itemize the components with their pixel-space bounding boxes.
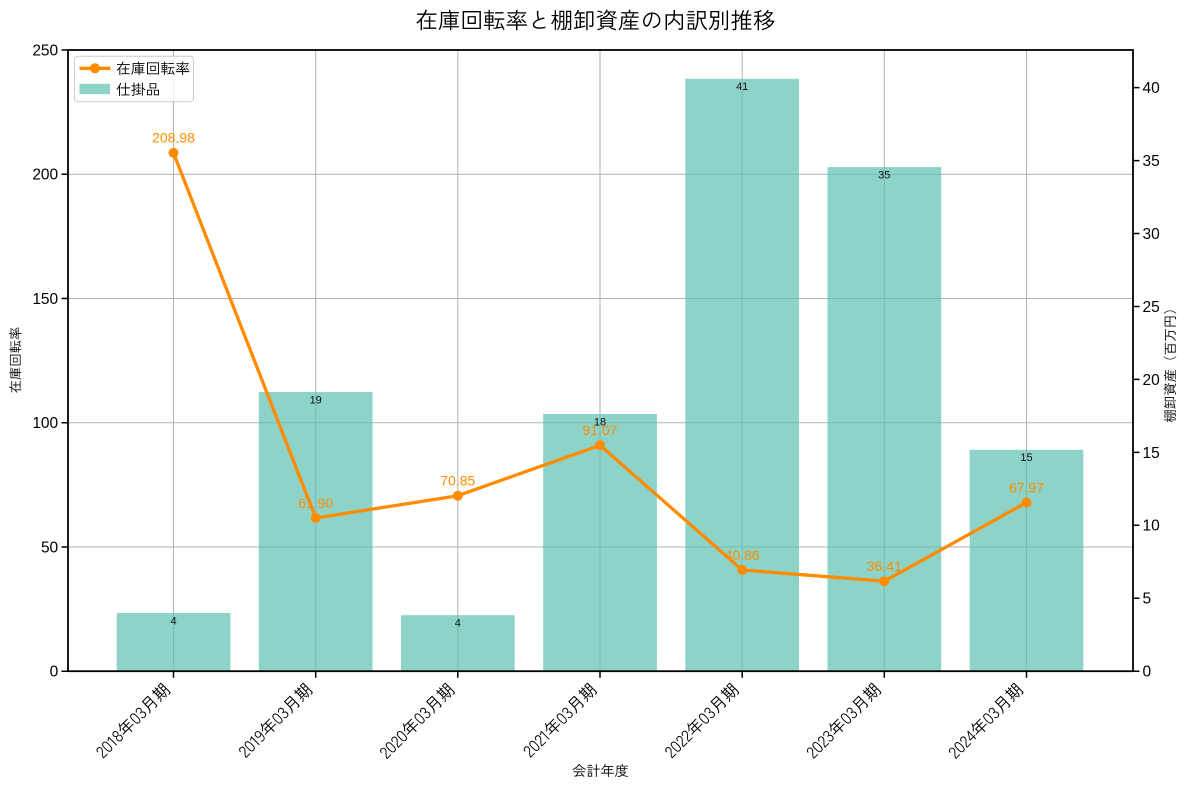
svg-text:50: 50 <box>41 539 59 556</box>
svg-text:36.41: 36.41 <box>867 558 902 574</box>
svg-text:208.98: 208.98 <box>152 130 195 146</box>
svg-text:25: 25 <box>1143 299 1160 316</box>
svg-text:67.97: 67.97 <box>1009 479 1044 495</box>
svg-text:15: 15 <box>1143 445 1160 462</box>
svg-text:200: 200 <box>32 167 58 184</box>
svg-text:250: 250 <box>32 42 58 59</box>
svg-text:18: 18 <box>594 416 606 428</box>
svg-text:4: 4 <box>455 618 461 630</box>
svg-text:4: 4 <box>170 615 176 627</box>
svg-text:100: 100 <box>32 415 58 432</box>
svg-text:35: 35 <box>1143 153 1160 170</box>
svg-text:91.07: 91.07 <box>582 422 617 438</box>
svg-text:0: 0 <box>50 664 59 681</box>
svg-text:5: 5 <box>1143 591 1152 608</box>
svg-text:70.85: 70.85 <box>440 473 475 489</box>
svg-text:15: 15 <box>1020 452 1032 464</box>
svg-text:30: 30 <box>1143 226 1161 243</box>
svg-text:35: 35 <box>878 169 890 181</box>
svg-text:40.86: 40.86 <box>725 547 760 563</box>
svg-text:0: 0 <box>1143 664 1152 681</box>
svg-text:41: 41 <box>736 81 748 93</box>
svg-text:40: 40 <box>1143 80 1161 97</box>
svg-text:20: 20 <box>1143 372 1161 389</box>
svg-text:10: 10 <box>1143 518 1161 535</box>
svg-text:61.90: 61.90 <box>298 495 333 511</box>
svg-text:150: 150 <box>32 291 58 308</box>
svg-text:19: 19 <box>310 394 322 406</box>
